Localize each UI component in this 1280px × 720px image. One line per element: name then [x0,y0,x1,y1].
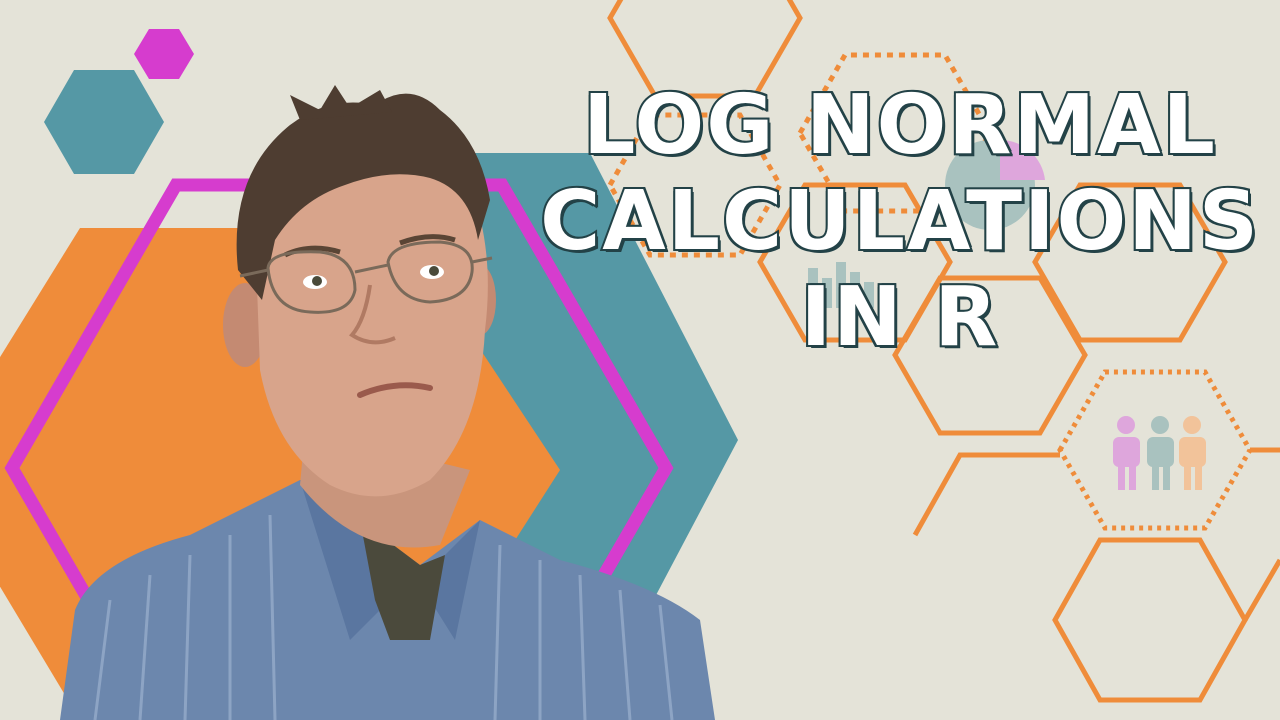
title-line-1: LOG NORMAL [581,76,1217,175]
pie-chart-icon [945,139,1045,230]
title-line-2: CALCULATIONS [538,172,1260,271]
person-photo [60,85,715,720]
small-teal-hexagon [44,70,164,174]
title-line-3: IN R [799,268,1000,367]
honeycomb-pattern [607,0,1280,703]
video-title: LOG NORMAL CALCULATIONS IN R [538,76,1260,367]
people-icon [1113,416,1206,490]
magenta-outline-hexagon [4,178,674,720]
bar-chart-icon [808,262,888,308]
small-magenta-hexagon [134,29,194,79]
